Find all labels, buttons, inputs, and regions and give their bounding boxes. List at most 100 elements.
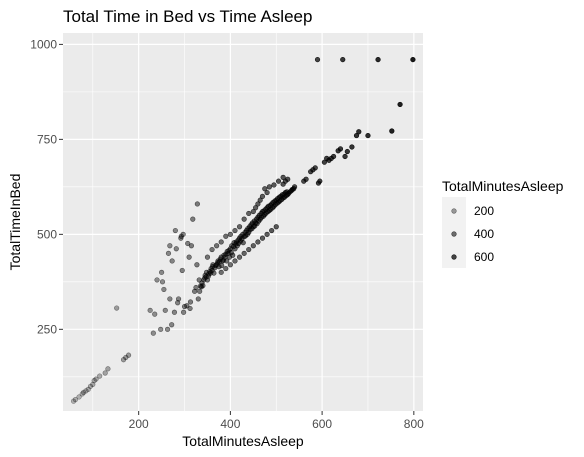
data-point	[173, 246, 179, 252]
data-point	[264, 189, 270, 196]
legend-key	[451, 254, 457, 260]
data-point	[236, 224, 243, 230]
data-point	[175, 296, 182, 302]
data-point	[150, 330, 156, 336]
data-point	[165, 250, 172, 256]
data-point	[241, 216, 247, 222]
data-point	[178, 235, 184, 241]
data-point	[162, 307, 168, 313]
data-point	[312, 165, 318, 171]
data-point	[97, 373, 103, 379]
data-point	[105, 366, 111, 372]
data-point	[180, 231, 186, 237]
data-point	[342, 153, 348, 160]
data-point	[314, 56, 321, 63]
data-point	[164, 326, 171, 332]
data-point	[224, 258, 230, 264]
y-tick-label: 250	[37, 322, 57, 336]
data-point	[158, 326, 164, 332]
legend-label: 600	[474, 250, 494, 264]
data-point	[181, 309, 187, 315]
data-point	[340, 56, 346, 63]
data-point	[72, 397, 78, 403]
data-point	[246, 210, 252, 217]
data-point	[147, 307, 153, 313]
data-point	[337, 146, 344, 152]
data-point	[152, 311, 158, 317]
x-tick-label: 800	[404, 417, 424, 431]
data-point	[410, 56, 416, 63]
data-point	[167, 296, 173, 302]
data-point	[93, 376, 99, 382]
data-point	[209, 246, 215, 253]
legend: TotalMinutesAsleep 200 400 600	[442, 178, 564, 268]
data-point	[190, 216, 196, 222]
data-point	[285, 176, 291, 182]
data-point	[154, 277, 160, 283]
data-point	[271, 182, 277, 188]
data-point	[317, 178, 323, 184]
data-point	[218, 239, 224, 245]
data-point	[70, 398, 77, 404]
legend-key	[451, 231, 457, 237]
data-point	[192, 288, 198, 294]
data-point	[236, 254, 243, 260]
data-point	[253, 205, 259, 211]
data-point	[275, 178, 282, 184]
data-point	[230, 252, 236, 258]
data-point	[211, 270, 217, 276]
data-point	[197, 288, 203, 294]
x-tick-label: 400	[220, 417, 240, 431]
data-point	[232, 227, 238, 234]
data-point	[344, 148, 350, 155]
y-tick-label: 500	[37, 227, 57, 241]
data-point	[79, 391, 85, 397]
data-point	[365, 132, 371, 139]
data-point	[255, 239, 261, 245]
data-point	[223, 233, 229, 239]
y-tick-label: 1000	[30, 37, 57, 51]
data-point	[102, 370, 108, 376]
data-point	[120, 357, 127, 363]
data-point	[187, 299, 194, 305]
x-axis-ticks: 200 400 600 800	[129, 411, 424, 431]
data-point	[185, 240, 191, 247]
data-point	[250, 243, 256, 249]
data-point	[223, 265, 229, 272]
data-point	[91, 378, 97, 384]
data-point	[356, 129, 362, 135]
data-point	[330, 153, 337, 160]
data-point	[188, 243, 195, 249]
data-point	[389, 128, 395, 134]
data-point	[259, 193, 266, 199]
data-point	[321, 159, 328, 165]
data-point	[273, 224, 279, 230]
data-point	[353, 132, 360, 139]
data-point	[246, 246, 252, 253]
data-point	[218, 269, 224, 275]
chart-title: Total Time in Bed vs Time Asleep	[63, 7, 312, 26]
data-point	[257, 197, 263, 203]
data-point	[171, 309, 178, 315]
data-point	[85, 386, 91, 392]
data-point	[200, 283, 206, 289]
data-point	[241, 250, 247, 256]
data-point	[81, 389, 87, 395]
data-point	[194, 262, 200, 268]
data-point	[240, 240, 246, 246]
data-point	[87, 383, 94, 389]
plot-panel	[63, 33, 423, 411]
data-point	[214, 243, 220, 249]
data-point	[269, 227, 275, 234]
data-point	[76, 394, 82, 400]
data-point	[349, 144, 355, 150]
data-point	[195, 296, 201, 302]
x-tick-label: 200	[129, 417, 149, 431]
y-axis-ticks: 250 500 750 1000	[30, 37, 63, 336]
data-point	[125, 352, 132, 358]
legend-label: 200	[474, 204, 494, 218]
legend-label: 400	[474, 227, 494, 241]
y-tick-label: 750	[37, 132, 57, 146]
data-point	[194, 201, 200, 207]
data-point	[114, 305, 120, 311]
